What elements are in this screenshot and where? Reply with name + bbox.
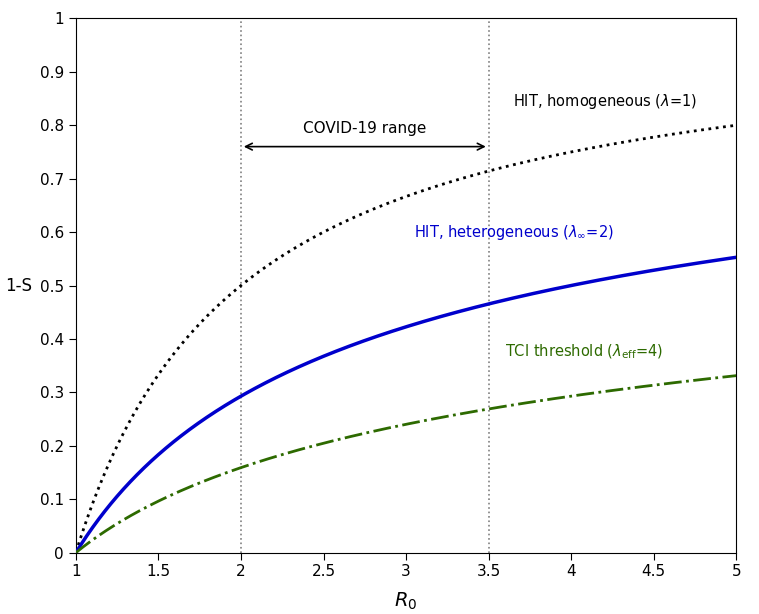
X-axis label: $R_0$: $R_0$ <box>395 591 417 612</box>
Text: HIT, homogeneous ($\lambda$=1): HIT, homogeneous ($\lambda$=1) <box>513 91 698 111</box>
Text: COVID-19 range: COVID-19 range <box>303 121 427 136</box>
Y-axis label: 1-S: 1-S <box>5 276 33 295</box>
Text: TCI threshold ($\lambda_{\mathrm{eff}}$=4): TCI threshold ($\lambda_{\mathrm{eff}}$=… <box>505 343 663 362</box>
Text: HIT, heterogeneous ($\lambda_{\infty}$=2): HIT, heterogeneous ($\lambda_{\infty}$=2… <box>414 223 614 241</box>
